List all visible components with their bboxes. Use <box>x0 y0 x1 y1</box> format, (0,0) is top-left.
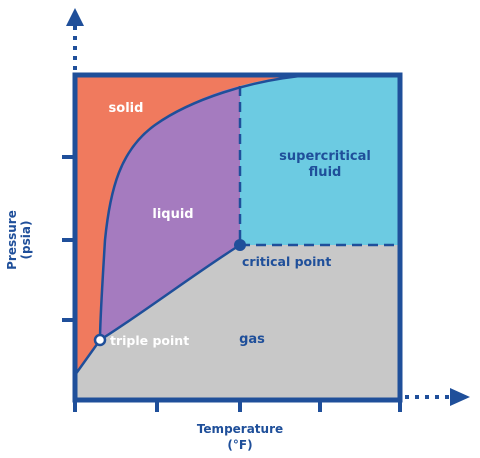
gas-region <box>75 245 400 400</box>
supercritical-label-line2: fluid <box>309 165 342 180</box>
solid-label: solid <box>109 101 144 116</box>
y-axis-title: Pressure (psia) <box>5 210 33 270</box>
x-axis-title-line2: (°F) <box>227 438 252 452</box>
supercritical-label-line1: supercritical <box>279 149 371 164</box>
solid-liquid-boundary <box>98 73 311 341</box>
x-axis-title-line1: Temperature <box>197 422 283 436</box>
gas-label: gas <box>239 332 265 347</box>
triple-point-marker <box>93 333 107 347</box>
arrow-up-icon <box>66 8 84 26</box>
triple-point-label: triple point <box>110 333 189 348</box>
supercritical-region <box>240 75 400 245</box>
solid-region <box>75 75 310 375</box>
liquid-label: liquid <box>152 207 193 222</box>
gas-liquid-boundary <box>73 243 241 376</box>
y-axis-title-line1: Pressure <box>5 210 19 270</box>
y-axis-title-line2: (psia) <box>19 221 33 260</box>
critical-point-label: critical point <box>242 254 331 269</box>
critical-point-marker <box>234 239 246 251</box>
arrow-right-icon <box>450 388 470 406</box>
liquid-region <box>100 86 240 340</box>
x-axis-ticks <box>73 400 402 412</box>
y-axis-ticks <box>62 155 75 322</box>
plot-frame <box>72 72 403 403</box>
